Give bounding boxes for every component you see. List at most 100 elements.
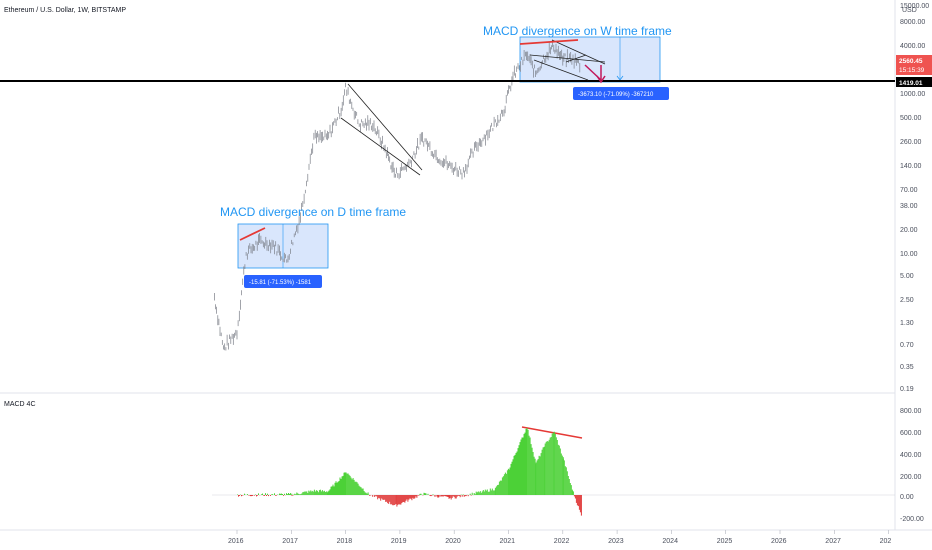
wedge-lower[interactable] — [533, 59, 589, 81]
d-divergence-annotation[interactable]: MACD divergence on D time frame — [220, 205, 406, 219]
macd-bar — [351, 479, 353, 495]
macd-bar — [560, 453, 562, 495]
macd-bar — [455, 495, 457, 499]
macd-bar — [327, 491, 329, 495]
macd-bar — [542, 447, 544, 495]
price-tick: 1000.00 — [900, 91, 925, 98]
macd-bar — [550, 437, 552, 495]
macd-bar — [574, 495, 576, 499]
macd-bar — [573, 495, 575, 497]
macd-bar — [415, 495, 417, 497]
macd-bar — [526, 428, 528, 495]
macd-divergence-line[interactable] — [521, 426, 583, 439]
macd-bar — [303, 491, 305, 495]
macd-bar — [329, 489, 331, 495]
macd-bar — [369, 495, 371, 496]
macd-bar — [545, 441, 547, 495]
macd-bar — [398, 495, 400, 505]
macd-bar — [324, 492, 326, 495]
macd-bar — [445, 495, 447, 497]
macd-bar — [322, 491, 324, 495]
wedge-upper[interactable] — [529, 54, 606, 63]
macd-bar — [453, 495, 455, 497]
macd-bar — [305, 491, 307, 495]
macd-bar — [387, 495, 389, 504]
macd-bar — [471, 492, 473, 495]
macd-bar — [396, 495, 398, 507]
macd-bar — [352, 478, 354, 495]
macd-bar — [239, 495, 240, 496]
macd-bar — [357, 483, 359, 495]
macd-bar — [575, 495, 577, 503]
time-tick: 2021 — [500, 538, 516, 545]
macd-bar — [349, 475, 351, 495]
macd-bar — [534, 458, 536, 495]
macd-bar — [385, 495, 387, 502]
macd-bar — [474, 494, 476, 495]
macd-bar — [401, 495, 403, 503]
macd-bar — [343, 472, 345, 495]
macd-bar — [353, 479, 355, 495]
macd-bar — [507, 468, 509, 495]
macd-bar — [362, 488, 364, 495]
price-tick: 5.00 — [900, 273, 914, 280]
macd-tick: 0.00 — [900, 494, 914, 501]
macd-bar — [504, 472, 506, 495]
macd-bar — [580, 495, 582, 516]
macd-bar — [578, 495, 580, 510]
macd-bar — [480, 492, 482, 495]
macd-bar — [561, 455, 563, 495]
wedge-inner[interactable] — [565, 54, 587, 63]
w-divergence-annotation[interactable]: MACD divergence on W time frame — [483, 24, 672, 38]
trendline-lower-2018[interactable] — [340, 117, 421, 176]
macd-bar — [395, 495, 397, 504]
bar-countdown: 15:15:39 — [899, 67, 925, 74]
macd-axis[interactable]: 800.00 600.00 400.00 200.00 0.00 -200.00 — [900, 408, 924, 523]
macd-bar — [452, 495, 454, 497]
macd-bar — [493, 490, 495, 495]
macd-bar — [543, 446, 545, 495]
macd-bar — [348, 474, 350, 495]
macd-bar — [491, 488, 493, 495]
macd-bar — [384, 495, 386, 500]
macd-bar — [297, 493, 299, 495]
macd-bar — [289, 493, 290, 495]
macd-bar — [262, 493, 263, 495]
macd-bar — [499, 480, 501, 495]
macd-bar — [290, 493, 291, 495]
macd-bar — [281, 493, 282, 495]
macd-bar — [572, 491, 574, 495]
macd-bar — [430, 495, 432, 497]
macd-bar — [437, 495, 439, 498]
macd-bar — [392, 495, 394, 506]
macd-bar — [380, 495, 382, 501]
price-tick: 8000.00 — [900, 19, 925, 26]
w-divergence-line[interactable] — [519, 39, 579, 45]
macd-bar — [559, 448, 561, 495]
macd-bar — [410, 495, 412, 499]
macd-bar — [283, 495, 284, 496]
macd-bar — [461, 495, 463, 497]
time-axis[interactable]: 2016 2017 2018 2019 2020 2021 2022 2023 2024 2025… — [228, 530, 891, 545]
trendline-upper-2018[interactable] — [347, 83, 423, 171]
macd-tick: 400.00 — [900, 452, 922, 459]
macd-bar — [304, 491, 306, 495]
d-divergence-line[interactable] — [239, 227, 266, 241]
macd-bar — [505, 473, 507, 495]
macd-bar — [459, 495, 461, 498]
macd-bar — [568, 479, 570, 495]
time-tick: 2017 — [282, 538, 298, 545]
macd-bar — [517, 449, 519, 495]
macd-bar — [501, 477, 503, 495]
macd-bar — [441, 495, 443, 496]
macd-bar — [379, 495, 381, 499]
macd-bar — [276, 495, 277, 496]
wedge-line-2[interactable] — [551, 39, 606, 65]
macd-bar — [284, 493, 285, 495]
w-measure-box[interactable] — [519, 36, 661, 83]
macd-bar — [310, 490, 312, 495]
macd-bar — [282, 494, 283, 495]
price-tick: 38.00 — [900, 203, 918, 210]
macd-bar — [389, 495, 391, 502]
macd-bar — [451, 495, 453, 498]
